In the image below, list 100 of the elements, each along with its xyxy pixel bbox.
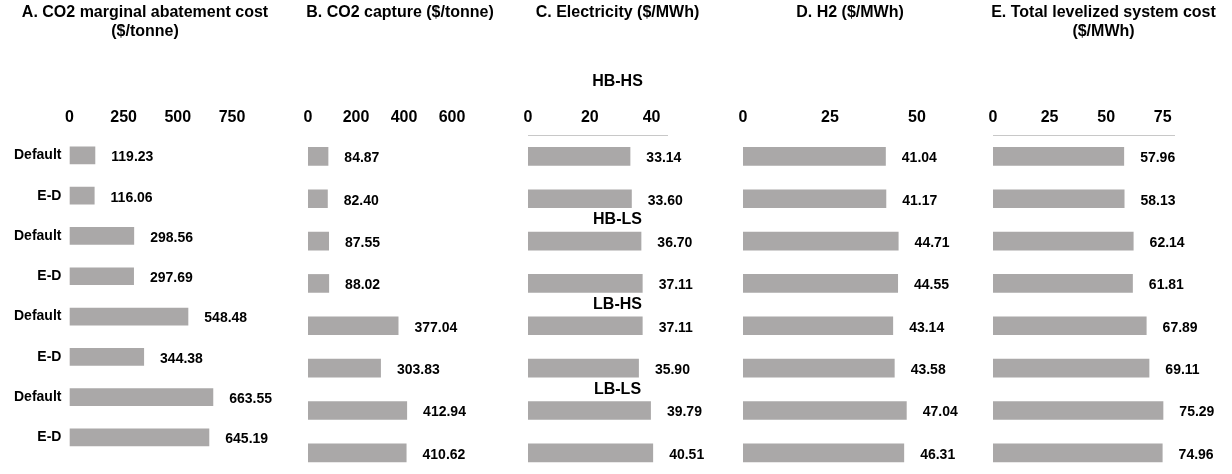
data-label: 84.87	[344, 149, 380, 166]
y-tick-label: Default	[14, 146, 62, 163]
bar	[69, 186, 95, 205]
bar	[528, 401, 651, 420]
chart-title: E. Total levelized system cost ($/MWh)	[990, 2, 1217, 41]
data-label: 61.81	[1148, 276, 1185, 293]
data-label: 82.40	[343, 191, 380, 208]
x-tick-label: 0	[523, 108, 533, 126]
bar	[69, 146, 96, 165]
bar	[993, 231, 1134, 251]
x-tick-label: 750	[218, 108, 246, 126]
bar	[308, 147, 329, 166]
bar	[528, 274, 643, 293]
bar	[743, 231, 899, 251]
bar	[528, 189, 632, 209]
data-label: 548.48	[204, 309, 248, 326]
x-tick-label: 25	[1040, 108, 1059, 126]
chart-title: A. CO2 marginal abatement cost ($/tonne)	[20, 2, 270, 41]
chart-title: B. CO2 capture ($/tonne)	[305, 2, 495, 22]
bar	[528, 231, 642, 251]
bar	[308, 189, 328, 209]
bar	[69, 307, 189, 326]
data-label: 67.89	[1162, 318, 1198, 335]
x-tick-label: 250	[110, 108, 138, 126]
bar	[308, 231, 330, 251]
bar	[528, 147, 631, 166]
bar	[69, 347, 145, 366]
data-label: 37.11	[658, 318, 694, 335]
y-tick-label: Default	[14, 307, 62, 324]
data-label: 41.17	[902, 191, 938, 208]
data-label: 645.19	[225, 430, 269, 447]
x-tick-label: 600	[438, 108, 466, 126]
annotation: LB-HS	[593, 295, 643, 313]
data-label: 41.04	[901, 149, 938, 166]
data-label: 35.90	[654, 360, 691, 377]
bar	[69, 267, 134, 286]
data-label: 47.04	[922, 403, 958, 420]
data-label: 116.06	[110, 188, 153, 205]
data-label: 303.83	[396, 360, 440, 377]
bar	[743, 443, 905, 463]
x-tick-label: 0	[65, 108, 74, 126]
data-label: 33.60	[647, 191, 684, 208]
bar	[528, 316, 643, 336]
annotation: HB-LS	[593, 210, 643, 228]
bar	[743, 274, 899, 293]
bar	[993, 316, 1147, 336]
bar	[528, 358, 639, 378]
y-tick-label: E-D	[37, 428, 62, 445]
bar	[308, 316, 399, 336]
data-label: 663.55	[229, 390, 273, 407]
data-label: 44.71	[914, 233, 950, 250]
x-tick-label: 20	[580, 108, 599, 126]
y-tick-label: E-D	[37, 347, 62, 364]
data-label: 298.56	[150, 228, 194, 245]
bar	[993, 274, 1133, 293]
x-tick-label: 0	[303, 108, 313, 126]
bar	[69, 428, 210, 447]
bar	[743, 316, 894, 336]
bar	[69, 388, 214, 407]
y-tick-label: E-D	[37, 267, 62, 284]
x-tick-label: 25	[821, 108, 839, 126]
data-label: 43.58	[910, 360, 946, 377]
chart-title: C. Electricity ($/MWh)	[534, 2, 701, 22]
bar	[743, 358, 895, 378]
x-tick-label: 0	[738, 108, 748, 126]
data-label: 75.29	[1179, 403, 1215, 420]
bar	[308, 443, 407, 463]
data-label: 297.69	[149, 269, 193, 286]
bar	[308, 274, 330, 293]
y-tick-label: Default	[14, 226, 62, 243]
bar	[993, 443, 1163, 463]
x-tick-label: 75	[1153, 108, 1172, 126]
chart-title: D. H2 ($/MWh)	[795, 2, 905, 22]
bar	[743, 401, 907, 420]
data-label: 44.55	[914, 276, 950, 293]
bar	[69, 227, 135, 245]
data-label: 74.96	[1178, 445, 1214, 462]
bar	[993, 358, 1150, 378]
y-tick-label: Default	[14, 388, 62, 405]
x-tick-label: 0	[988, 108, 998, 126]
bar	[993, 189, 1125, 209]
data-label: 377.04	[414, 318, 458, 335]
data-label: 62.14	[1149, 233, 1185, 250]
x-tick-label: 50	[1097, 108, 1116, 126]
data-label: 69.11	[1165, 360, 1200, 377]
data-label: 410.62	[422, 445, 466, 462]
data-label: 33.14	[646, 149, 682, 166]
x-tick-label: 400	[390, 108, 418, 126]
x-tick-label: 50	[908, 108, 926, 126]
text: HB-HS	[592, 72, 644, 90]
data-label: 43.14	[909, 318, 945, 335]
x-tick-label: 40	[642, 108, 661, 126]
data-label: 344.38	[160, 349, 204, 366]
data-label: 40.51	[669, 445, 705, 462]
bar	[993, 147, 1125, 166]
x-tick-label: 500	[164, 108, 192, 126]
data-label: 58.13	[1140, 191, 1176, 208]
bar	[528, 443, 654, 463]
y-tick-label: E-D	[37, 186, 62, 203]
bar	[743, 147, 886, 166]
